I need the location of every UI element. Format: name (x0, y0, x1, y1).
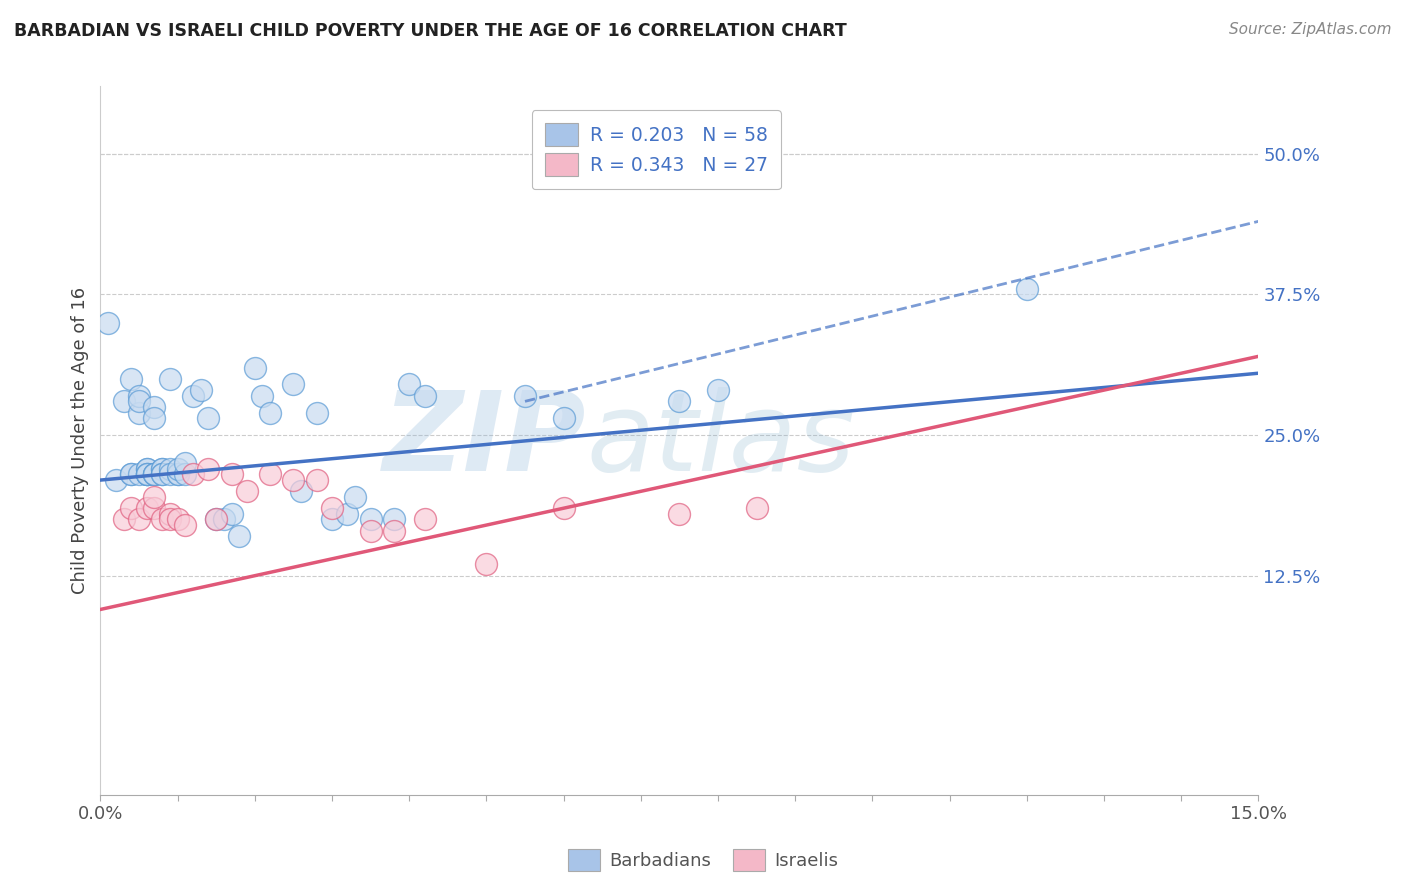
Point (128, 467, 150, 482)
Point (336, 507, 359, 521)
Point (553, 411, 575, 425)
Point (174, 467, 197, 482)
Point (159, 462, 181, 476)
Point (228, 529, 250, 543)
Point (128, 394, 150, 409)
Y-axis label: Child Poverty Under the Age of 16: Child Poverty Under the Age of 16 (72, 287, 89, 594)
Point (150, 462, 173, 476)
Point (243, 360, 266, 375)
Point (135, 462, 157, 476)
Point (190, 383, 212, 397)
Point (166, 467, 188, 482)
Point (143, 501, 166, 516)
Point (112, 512, 135, 526)
Point (305, 406, 328, 420)
Text: ZIP: ZIP (384, 387, 586, 494)
Point (143, 467, 166, 482)
Point (159, 507, 181, 521)
Point (120, 501, 142, 516)
Point (128, 512, 150, 526)
Point (143, 411, 166, 425)
Point (97, 316, 120, 330)
Point (104, 473, 127, 487)
Point (398, 377, 420, 392)
Point (252, 389, 274, 403)
Point (120, 467, 142, 482)
Point (321, 501, 343, 516)
Point (166, 462, 188, 476)
Point (120, 467, 142, 482)
Point (135, 467, 157, 482)
Point (143, 490, 166, 504)
Point (197, 462, 219, 476)
Point (475, 558, 498, 572)
Point (174, 518, 197, 533)
Point (150, 512, 173, 526)
Point (221, 467, 243, 482)
Point (150, 467, 173, 482)
Point (413, 389, 436, 403)
Point (128, 389, 150, 403)
Point (135, 462, 157, 476)
Point (382, 512, 405, 526)
Legend: Barbadians, Israelis: Barbadians, Israelis (561, 842, 845, 879)
Point (707, 383, 730, 397)
Point (135, 467, 157, 482)
Point (305, 473, 328, 487)
Point (205, 512, 228, 526)
Point (344, 490, 367, 504)
Point (150, 462, 173, 476)
Point (382, 524, 405, 538)
Point (143, 467, 166, 482)
Point (745, 501, 768, 516)
Point (159, 512, 181, 526)
Point (143, 467, 166, 482)
Point (150, 467, 173, 482)
Point (283, 473, 305, 487)
Point (135, 467, 157, 482)
Point (112, 394, 135, 409)
Point (212, 512, 235, 526)
Text: BARBADIAN VS ISRAELI CHILD POVERTY UNDER THE AGE OF 16 CORRELATION CHART: BARBADIAN VS ISRAELI CHILD POVERTY UNDER… (14, 22, 846, 40)
Point (197, 411, 219, 425)
Point (668, 394, 690, 409)
Text: atlas: atlas (586, 387, 855, 494)
Point (360, 512, 382, 526)
Point (321, 512, 343, 526)
Point (174, 456, 197, 470)
Point (413, 512, 436, 526)
Point (166, 467, 188, 482)
Point (221, 507, 243, 521)
Point (290, 484, 312, 499)
Legend: R = 0.203   N = 58, R = 0.343   N = 27: R = 0.203 N = 58, R = 0.343 N = 27 (531, 110, 780, 189)
Point (205, 512, 228, 526)
Point (236, 484, 259, 499)
Point (166, 512, 188, 526)
Text: Source: ZipAtlas.com: Source: ZipAtlas.com (1229, 22, 1392, 37)
Point (143, 400, 166, 414)
Point (128, 406, 150, 420)
Point (135, 501, 157, 516)
Point (668, 507, 690, 521)
Point (553, 501, 575, 516)
Point (259, 406, 281, 420)
Point (283, 377, 305, 392)
Point (159, 467, 181, 482)
Point (1015, 282, 1038, 296)
Point (120, 372, 142, 386)
Point (360, 524, 382, 538)
Point (159, 372, 181, 386)
Point (135, 467, 157, 482)
Point (181, 389, 204, 403)
Point (513, 389, 536, 403)
Point (181, 467, 204, 482)
Point (259, 467, 281, 482)
